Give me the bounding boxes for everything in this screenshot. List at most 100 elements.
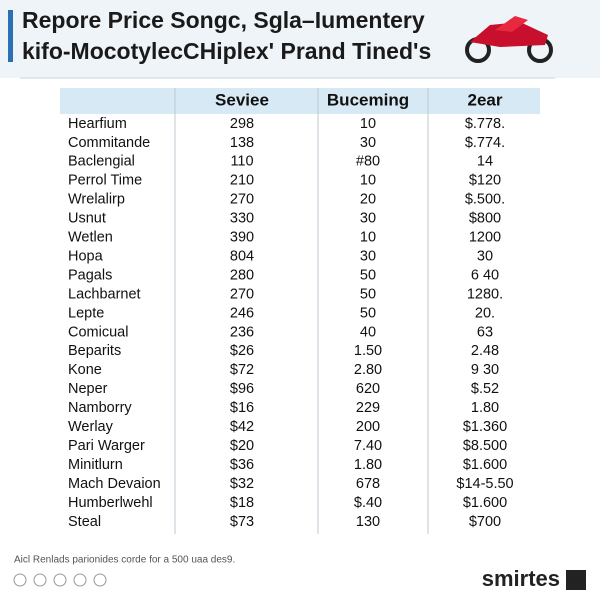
row-label: Beparits [68,343,121,359]
row-label: Neper [68,381,108,397]
row-label: Mach Devaion [68,476,161,492]
cell: 804 [230,248,254,264]
row-label: Wrelalirp [68,192,125,208]
cell: 40 [360,324,376,340]
cell: #80 [356,154,380,170]
cell: 20 [360,192,376,208]
cell: 246 [230,305,254,321]
row-label: Usnut [68,211,106,227]
cell: 138 [230,135,254,151]
cell: $8.500 [463,438,507,454]
cell: 298 [230,116,254,132]
cell: 1.80 [471,400,499,416]
cell: $73 [230,514,254,530]
cell: $120 [469,173,501,189]
cell: 390 [230,230,254,246]
cell: 50 [360,305,376,321]
row-label: Lachbarnet [68,286,141,302]
cell: $1.600 [463,457,507,473]
cell: $16 [230,400,254,416]
cell: $32 [230,476,254,492]
cell: 1.50 [354,343,382,359]
cell: 200 [356,419,380,435]
row-label: Namborry [68,400,132,416]
cell: 110 [230,154,253,170]
cell: $.500. [465,192,505,208]
cell: $20 [230,438,254,454]
cell: $42 [230,419,254,435]
cell: 10 [360,230,376,246]
cell: $700 [469,514,501,530]
cell: 2.80 [354,362,382,378]
cell: 270 [230,192,254,208]
cell: 229 [356,400,380,416]
cell: 50 [360,267,376,283]
column-header: 2ear [468,90,503,109]
cell: 678 [356,476,380,492]
cell: $.52 [471,381,499,397]
cell: $800 [469,211,501,227]
column-header: Seviee [215,90,269,109]
cell: 30 [360,135,376,151]
row-label: Perrol Time [68,173,142,189]
brand: smirtes [482,566,560,591]
header-row [60,88,540,114]
row-label: Hearfium [68,116,127,132]
cell: 20. [475,305,495,321]
table: Seviee Buceming 2ear Hearfium 298 10 $.778. Com… [68,88,514,534]
cell: 50 [360,286,376,302]
cell: 9 30 [471,362,499,378]
row-label: Wetlen [68,230,113,246]
cell: 30 [360,211,376,227]
brand-logo [566,570,586,590]
cell: 130 [356,514,380,530]
row-label: Minitlurn [68,457,123,473]
cell: $26 [230,343,254,359]
cell: 280 [230,267,254,283]
cell: $14-5.50 [456,476,513,492]
row-label: Pagals [68,267,112,283]
cell: 330 [230,211,254,227]
cell: 270 [230,286,254,302]
cell: $1.600 [463,495,507,511]
cell: 30 [477,248,493,264]
column-header: Buceming [327,90,409,109]
cell: $18 [230,495,254,511]
row-label: Lepte [68,305,104,321]
cell: $.774. [465,135,505,151]
cell: 2.48 [471,343,499,359]
motorcycle-icon [465,16,553,63]
cell: $72 [230,362,254,378]
row-label: Comicual [68,324,128,340]
row-label: Werlay [68,419,114,435]
row-label: Humberlwehl [68,495,153,511]
cell: $96 [230,381,254,397]
accent-bar [8,10,13,62]
cell: $.40 [354,495,382,511]
cell: 7.40 [354,438,382,454]
cell: 236 [230,324,254,340]
cell: 10 [360,116,376,132]
cell: 1200 [469,230,501,246]
title-line: Repore Price Songc, Sgla–Iumentery [22,7,425,33]
cell: 210 [230,173,254,189]
row-label: Steal [68,514,101,530]
row-label: Pari Warger [68,438,145,454]
cell: $1.360 [463,419,507,435]
cell: 14 [477,154,493,170]
cell: 30 [360,248,376,264]
cell: 620 [356,381,380,397]
cell: 1280. [467,286,503,302]
row-label: Commitande [68,135,150,151]
row-label: Kone [68,362,102,378]
cell: 1.80 [354,457,382,473]
share-icons [13,573,107,587]
cell: 63 [477,324,493,340]
row-label: Hopa [68,248,104,264]
cell: 6 40 [471,267,499,283]
cell: $.778. [465,116,505,132]
cell: 10 [360,173,376,189]
row-label: Baclengial [68,154,135,170]
footnote: Aicl Renlads parionides corde for a 500 … [14,555,235,566]
